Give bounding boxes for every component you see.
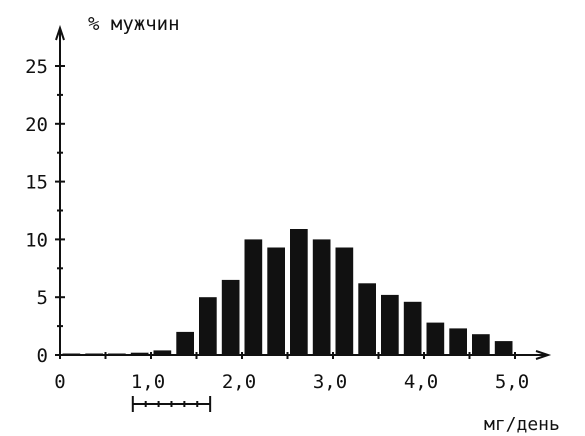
bar-3 [130, 352, 149, 355]
y-tick-label-3: 15 [25, 172, 48, 194]
bar-16 [426, 322, 445, 355]
bar-7 [221, 279, 240, 355]
axes-layer [55, 24, 552, 360]
bar-19 [494, 341, 513, 355]
bar-15 [403, 301, 422, 355]
bar-12 [335, 247, 354, 355]
y-tick-label-5: 25 [25, 56, 48, 78]
bar-4 [153, 350, 172, 355]
bar-5 [176, 331, 194, 355]
x-tick-label-5: 5,0 [495, 371, 529, 393]
x-axis-label: мг/день [484, 414, 560, 435]
x-tick-label-4: 4,0 [404, 371, 438, 393]
x-tick-label-1: 1,0 [131, 371, 165, 393]
x-tick-label-3: 3,0 [313, 371, 347, 393]
bar-9 [267, 247, 285, 355]
bar-8 [244, 239, 263, 355]
bar-13 [358, 283, 376, 355]
x-axis-arrow [535, 350, 552, 360]
y-tick-label-0: 0 [37, 345, 48, 367]
x-tick-label-0: 0 [54, 371, 65, 393]
y-axis-title: % мужчин [88, 13, 180, 35]
y-tick-label-4: 20 [25, 114, 48, 136]
ticks-layer: 0 5 10 15 20 25 0 1,0 2,0 3,0 4,0 5,0 [25, 56, 529, 393]
y-axis-arrow [55, 24, 65, 41]
range-marker [131, 396, 212, 412]
bar-6 [199, 297, 217, 355]
bar-11 [312, 239, 331, 355]
bar-14 [381, 294, 399, 355]
bar-17 [449, 328, 467, 355]
y-tick-label-2: 10 [25, 229, 48, 251]
bar-18 [472, 334, 490, 355]
bars-layer [62, 229, 513, 355]
bar-10 [290, 229, 308, 355]
x-tick-label-2: 2,0 [222, 371, 256, 393]
y-tick-label-1: 5 [37, 287, 48, 309]
